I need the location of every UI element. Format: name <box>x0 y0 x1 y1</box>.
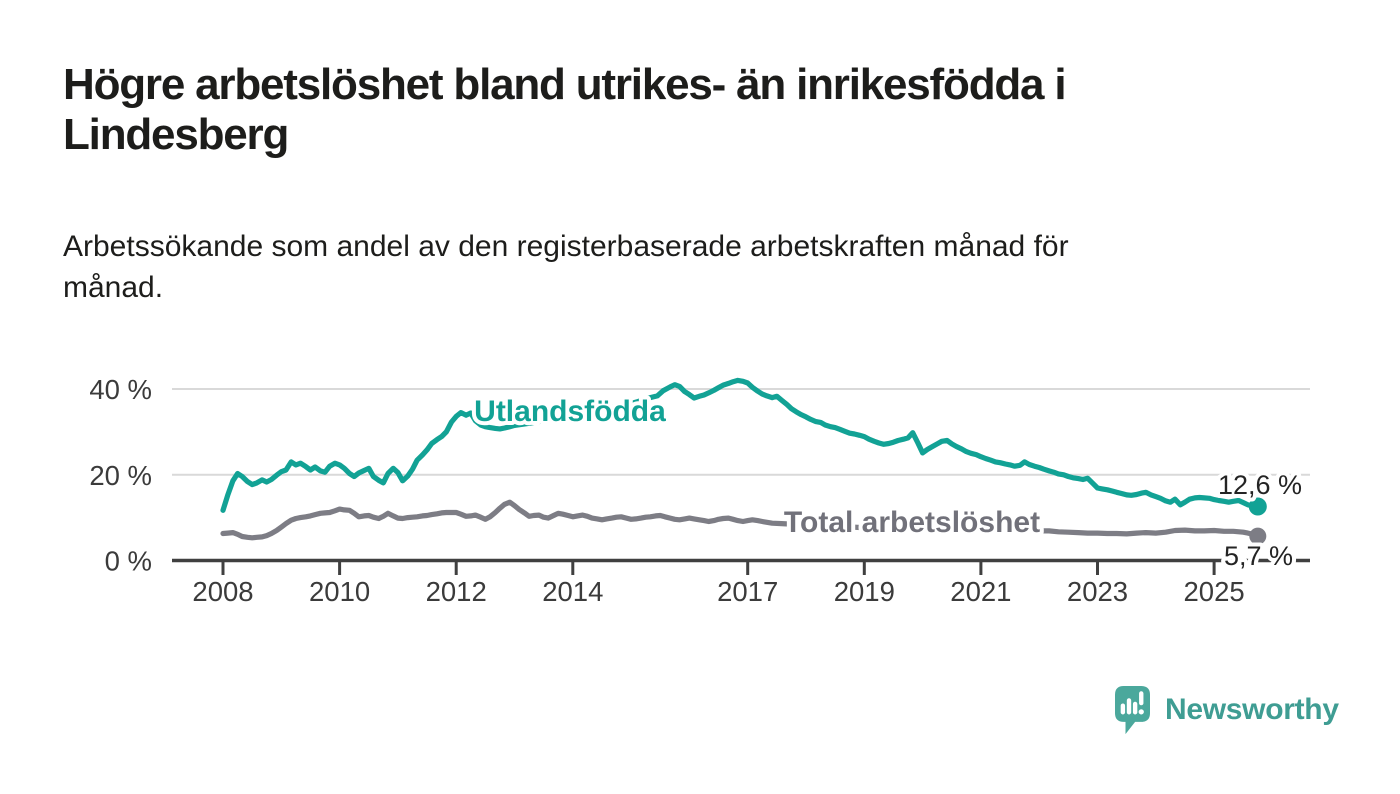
y-tick-label: 0 % <box>105 546 152 577</box>
series-line-utlandsfodda <box>220 377 1261 513</box>
x-tick-label: 2010 <box>309 576 370 607</box>
newsworthy-bubble-icon <box>1115 686 1150 735</box>
series-end-dot-total-arbetsloshet <box>1249 527 1267 545</box>
y-tick-label: 20 % <box>89 460 152 491</box>
newsworthy-logo-text: Newsworthy <box>1165 693 1339 726</box>
x-tick-label: 2012 <box>426 576 487 607</box>
series-end-dot-utlandsfodda <box>1248 497 1267 516</box>
y-tick-label: 40 % <box>89 374 152 405</box>
x-tick-label: 2025 <box>1184 576 1245 607</box>
title-line-1: Högre arbetslöshet bland utrikes- än inr… <box>63 60 1067 109</box>
title-line-2: Lindesberg <box>63 110 289 159</box>
x-tick-label: 2023 <box>1067 576 1128 607</box>
series-label-utlandsfodda: Utlandsfödda <box>474 395 666 428</box>
x-tick-label: 2017 <box>717 576 778 607</box>
chart-series <box>220 377 1267 545</box>
end-value-label-utlandsfodda: 12,6 % <box>1218 470 1302 500</box>
x-tick-label: 2008 <box>192 576 253 607</box>
newsworthy-logo: Newsworthy <box>1115 686 1339 735</box>
series-line-total-arbetsloshet <box>220 499 1261 541</box>
x-tick-label: 2021 <box>950 576 1011 607</box>
subtitle-line-2: månad. <box>63 271 164 304</box>
subtitle-line-1: Arbetssökande som andel av den registerb… <box>63 230 1069 263</box>
page-title: Högre arbetslöshet bland utrikes- än inr… <box>63 60 1283 160</box>
chart-grid-and-axes: 0 % 20 % 40 % 2008 2010 2012 2014 2017 2019 2021 2… <box>89 374 1310 607</box>
end-value-label-total: 5,7 % <box>1224 541 1293 571</box>
x-tick-label: 2014 <box>542 576 603 607</box>
series-label-total-arbetsloshet: Total arbetslöshet <box>784 506 1040 539</box>
x-tick-label: 2019 <box>834 576 895 607</box>
chart-subtitle: Arbetssökande som andel av den registerb… <box>63 226 1283 308</box>
